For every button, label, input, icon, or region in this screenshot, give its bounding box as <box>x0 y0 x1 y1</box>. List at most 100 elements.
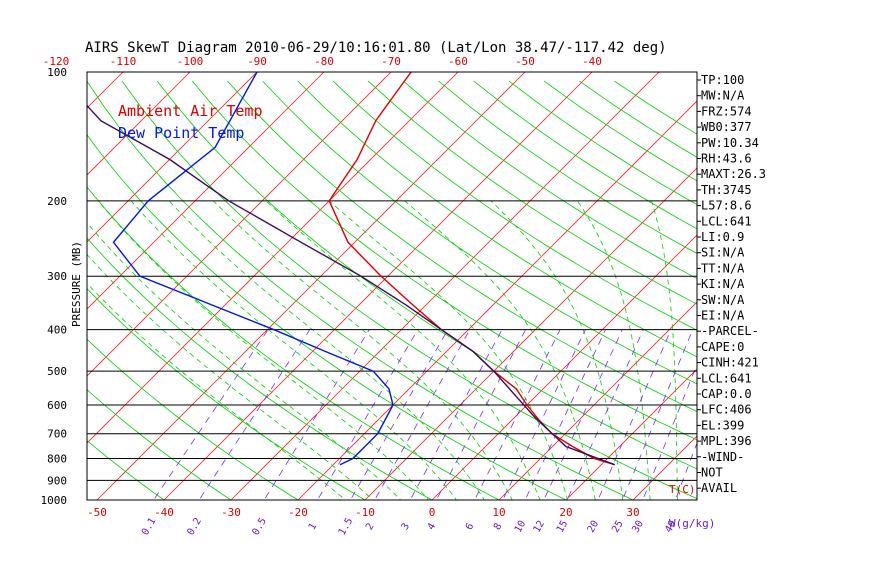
top-temp-tick-label: -80 <box>314 55 334 68</box>
chart-title: AIRS SkewT Diagram 2010-06-29/10:16:01.8… <box>85 40 667 56</box>
stat-label: KI:N/A <box>701 277 745 291</box>
stat-label: LI:0.9 <box>701 230 744 244</box>
mixing-ratio-label: 15 <box>555 519 571 535</box>
bottom-temp-tick-label: 20 <box>559 506 572 519</box>
mixing-ratio-line <box>597 329 672 500</box>
bottom-temp-tick-label: -30 <box>221 506 241 519</box>
parcel-series <box>87 104 615 466</box>
isotherm-line <box>230 72 660 500</box>
stat-label: NOT <box>701 466 723 480</box>
plot-frame <box>86 71 698 501</box>
dry-adiabat-line <box>87 338 299 500</box>
moist-adiabat-line <box>404 200 596 500</box>
top-temp-tick-label: -90 <box>247 55 267 68</box>
mixing-ratio-label: 12 <box>532 519 548 535</box>
mixing-ratio-label: 1 <box>307 521 320 532</box>
moist-adiabat-line <box>651 200 678 500</box>
stat-label: MW:N/A <box>701 89 745 103</box>
pressure-tick-label: 100 <box>47 66 67 79</box>
stat-label: CAP:0.0 <box>701 387 752 401</box>
dry-adiabat-line <box>332 80 697 331</box>
stat-label: WB0:377 <box>701 120 752 134</box>
dew-point-temp-series <box>112 72 394 466</box>
stat-label: TT:N/A <box>701 261 745 275</box>
isotherm-line <box>364 167 697 500</box>
dry-adiabat-line <box>156 80 697 470</box>
mixing-ratio-label: 2 <box>364 521 377 532</box>
pressure-tick-label: 900 <box>47 474 67 487</box>
pressure-tick-label: 500 <box>47 365 67 378</box>
mixing-ratio-line <box>642 363 697 500</box>
dry-adiabat-line <box>227 80 697 413</box>
dry-adiabat-line <box>87 186 500 500</box>
mixing-ratio-label: 4 <box>426 521 439 532</box>
bottom-temp-tick-label: -40 <box>154 506 174 519</box>
mixing-ratio-line <box>566 329 644 500</box>
mixing-ratio-label: 6 <box>464 521 477 532</box>
mixing-ratio-line <box>409 329 503 500</box>
stat-label: L57:8.6 <box>701 199 752 213</box>
dry-adiabat-line <box>192 80 697 441</box>
stat-label: PW:10.34 <box>701 136 759 150</box>
bottom-temp-tick-label: -10 <box>355 506 375 519</box>
dry-adiabat-line <box>87 440 165 500</box>
top-temp-tick-label: -110 <box>110 55 137 68</box>
mixing-ratio-line <box>374 329 471 500</box>
mixing-ratio-line <box>674 441 697 500</box>
pressure-tick-label: 300 <box>47 270 67 283</box>
stat-label: FRZ:574 <box>701 104 752 118</box>
stat-label: SW:N/A <box>701 293 745 307</box>
pressure-tick-label: 1000 <box>41 494 68 507</box>
mixing-ratio-label: 3 <box>400 521 413 532</box>
stat-label: AVAIL <box>701 481 737 495</box>
stat-label: MPL:396 <box>701 434 752 448</box>
isotherm-line <box>96 72 526 500</box>
pressure-tick-label: 700 <box>47 428 67 441</box>
mixing-ratio-label: 20 <box>586 519 602 535</box>
moist-adiabat-line <box>577 200 651 500</box>
dry-adiabat-line <box>87 237 433 500</box>
mixing-ratio-label: 8 <box>492 521 505 532</box>
isotherm-line <box>87 72 191 176</box>
dry-adiabat-line <box>87 80 635 500</box>
stat-label: LFC:406 <box>701 403 752 417</box>
dry-adiabat-line <box>87 288 366 500</box>
moist-adiabat-line <box>87 222 402 500</box>
moist-adiabat-line <box>265 200 541 500</box>
mixing-ratio-label: 25 <box>610 519 626 535</box>
moist-adiabat-line <box>490 200 624 500</box>
moist-adiabat-line <box>168 200 485 500</box>
bottom-temp-tick-label: 10 <box>492 506 505 519</box>
mixing-ratio-label: 10 <box>513 519 529 535</box>
stat-label: CINH:421 <box>701 356 759 370</box>
top-temp-tick-label: -70 <box>381 55 401 68</box>
dry-adiabat-line <box>262 80 697 385</box>
isotherm-line <box>87 72 459 444</box>
x-axis-unit-label: T(C) <box>669 483 696 496</box>
stat-label: SI:N/A <box>701 246 745 260</box>
dry-adiabat-line <box>438 80 697 254</box>
dry-adiabat-line <box>403 80 697 280</box>
top-temp-tick-label: -120 <box>43 55 70 68</box>
stat-label: EI:N/A <box>701 309 745 323</box>
stat-label: RH:43.6 <box>701 152 752 166</box>
legend-ambient-air-temp: Ambient Air Temp <box>118 102 263 120</box>
pressure-tick-label: 400 <box>47 324 67 337</box>
mixing-ratio-label: 40 <box>663 519 679 535</box>
pressure-tick-label: 200 <box>47 195 67 208</box>
isotherm-line <box>87 72 325 310</box>
mixing-ratio-unit-label: W(g/kg) <box>669 517 715 530</box>
stat-label: EL:399 <box>701 418 744 432</box>
moist-adiabat-line <box>87 253 374 500</box>
y-axis-label: PRESSURE (MB) <box>70 241 83 327</box>
legend-dew-point-temp: Dew Point Temp <box>118 124 244 142</box>
top-temp-tick-label: -100 <box>177 55 204 68</box>
mixing-ratio-line <box>263 329 370 500</box>
bottom-temp-tick-label: -20 <box>288 506 308 519</box>
top-temp-tick-label: -50 <box>515 55 535 68</box>
dry-adiabat-line <box>367 80 697 305</box>
mixing-ratio-line <box>543 329 623 500</box>
stat-label: CAPE:0 <box>701 340 744 354</box>
dry-adiabat-line <box>87 389 232 500</box>
